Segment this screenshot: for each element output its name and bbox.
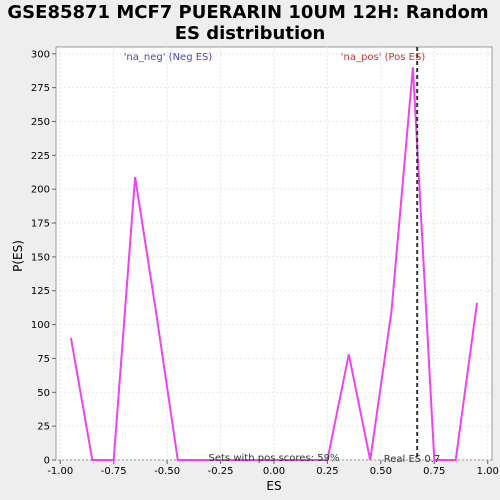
y-tick-label: 125 [31,286,50,297]
chart-title-line-2: ES distribution [175,23,326,44]
legend-pos-es: 'na_pos' (Pos ES) [341,52,426,63]
y-axis-label: P(ES) [11,240,25,272]
x-tick-label: 1.00 [477,466,499,477]
y-tick-label: 200 [31,185,50,196]
y-axis-ticks: 0 25 50 75 100 125 150 175 200 225 250 275 300 [31,49,56,467]
pos-scores-annotation: Sets with pos scores: 59% [209,453,340,464]
x-tick-label: 0.75 [423,466,445,477]
y-tick-label: 75 [37,354,50,365]
y-tick-label: 275 [31,83,50,94]
x-tick-label: -0.75 [101,466,127,477]
y-tick-label: 300 [31,49,50,60]
x-tick-label: -0.50 [154,466,180,477]
y-tick-label: 25 [37,422,50,433]
series-line [70,67,478,461]
x-tick-label: 0.25 [316,466,338,477]
x-tick-label: -0.25 [208,466,234,477]
x-tick-label: 0.00 [263,466,285,477]
y-tick-label: 175 [31,219,50,230]
y-tick-label: 250 [31,117,50,128]
y-tick-label: 150 [31,252,50,263]
x-axis-label: ES [266,479,281,493]
x-tick-label: -1.00 [47,466,73,477]
y-tick-label: 100 [31,320,50,331]
x-tick-label: 0.50 [370,466,392,477]
chart-title-line-1: GSE85871 MCF7 PUERARIN 10UM 12H: Random [7,2,488,23]
legend-neg-es: 'na_neg' (Neg ES) [124,52,213,63]
y-tick-label: 225 [31,151,50,162]
y-tick-label: 50 [37,388,50,399]
y-tick-label: 0 [44,456,50,467]
series-layer [70,67,478,461]
real-es-annotation: Real ES 0.7 [384,454,440,465]
